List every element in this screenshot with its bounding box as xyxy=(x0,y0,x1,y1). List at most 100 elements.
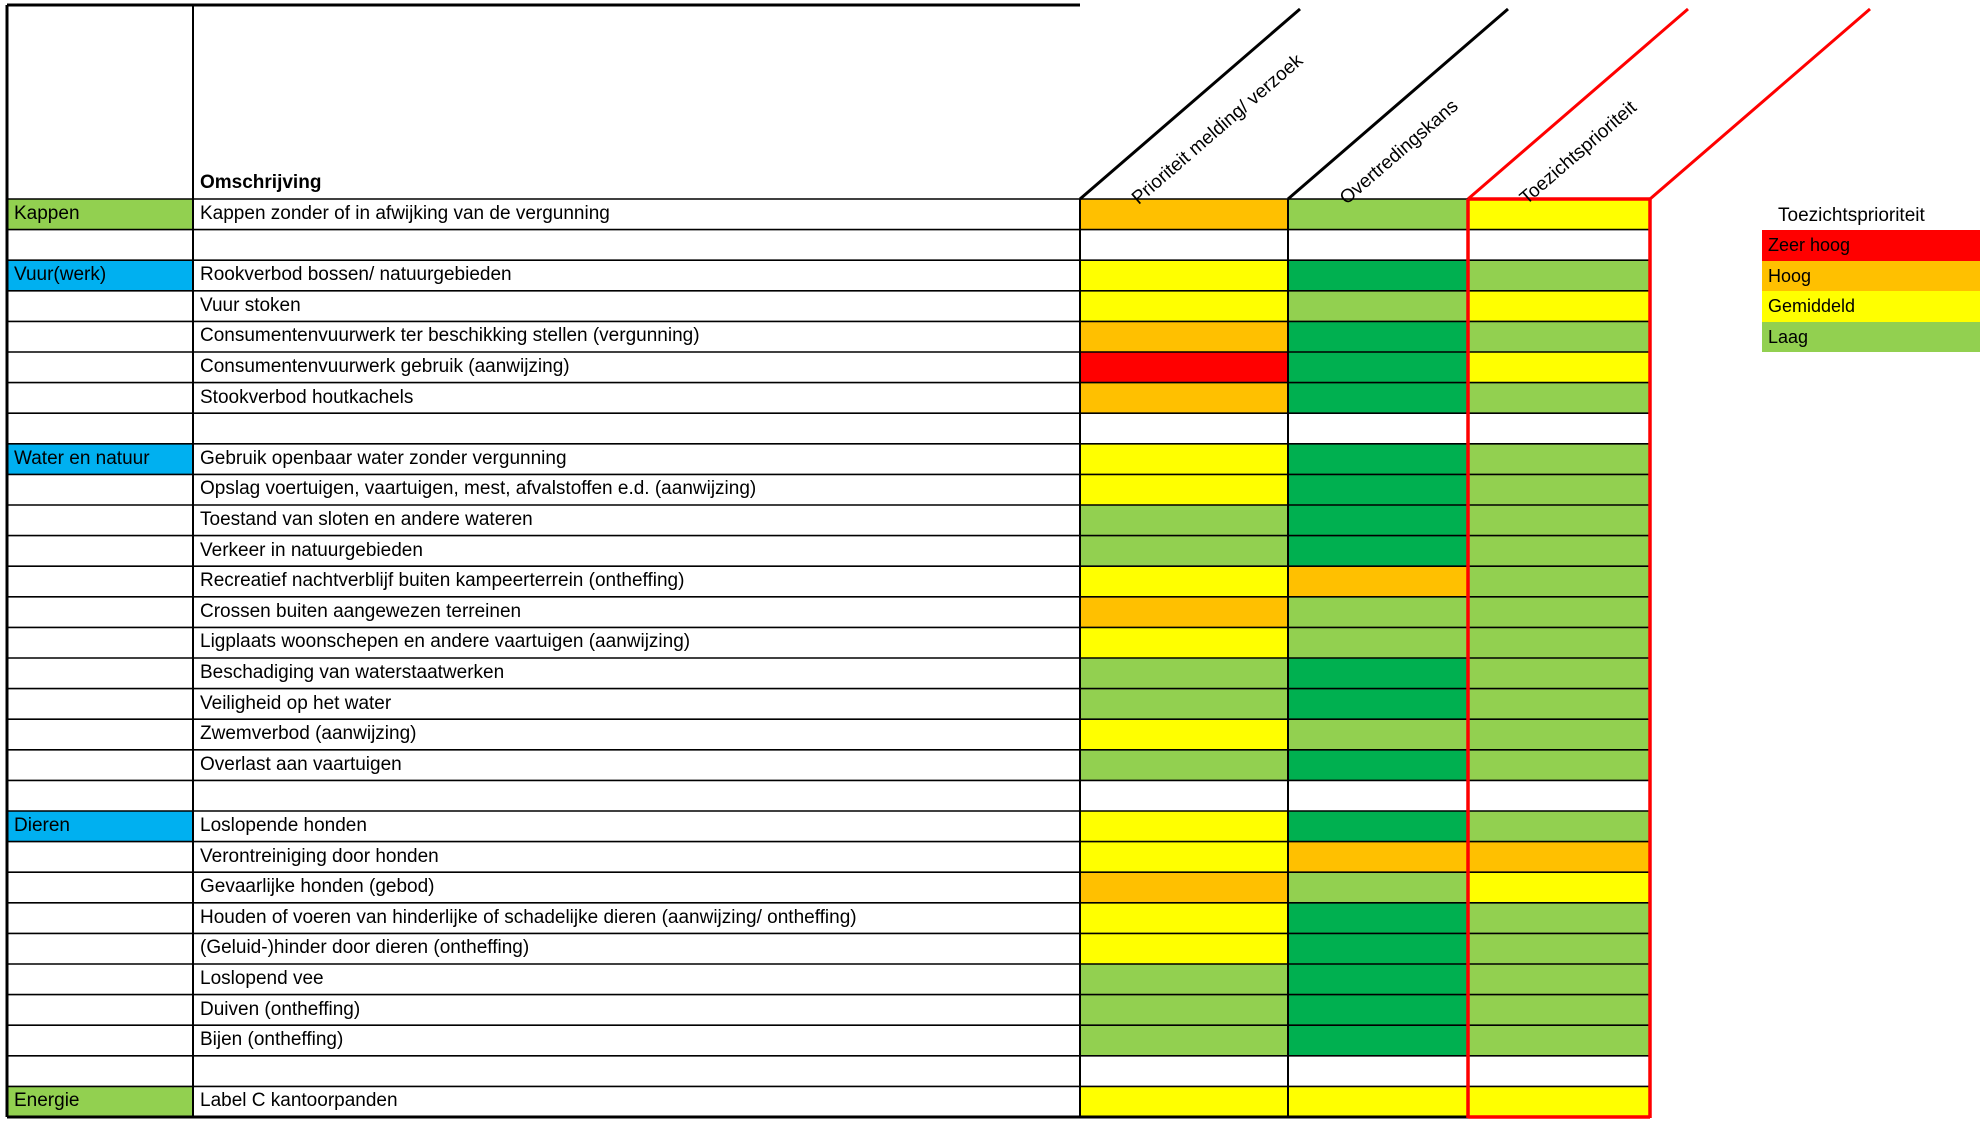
description-cell: Zwemverbod (aanwijzing) xyxy=(200,723,417,745)
priority-cell-1 xyxy=(1080,566,1288,597)
category-cell xyxy=(7,933,193,964)
header-diagonal xyxy=(1467,7,1689,201)
description-cell: Consumentenvuurwerk gebruik (aanwijzing) xyxy=(200,356,570,377)
priority-cell-1 xyxy=(1080,260,1288,291)
category-cell xyxy=(7,688,193,720)
legend-title: Toezichtsprioriteit xyxy=(1778,205,1925,226)
priority-cell-3 xyxy=(1468,841,1650,873)
priority-cell-3 xyxy=(1468,1086,1650,1117)
description-cell: Veiligheid op het water xyxy=(200,692,392,714)
priority-cell-1 xyxy=(1080,658,1288,689)
priority-cell-1 xyxy=(1080,321,1288,352)
description-cell: Stookverbod houtkachels xyxy=(200,386,414,408)
description-cell: Ligplaats woonschepen en andere vaartuig… xyxy=(200,631,691,653)
priority-cell-1 xyxy=(1080,749,1288,781)
priority-cell-3 xyxy=(1468,872,1650,903)
description-column-header: Omschrijving xyxy=(200,172,322,193)
header-diagonal xyxy=(1079,7,1301,201)
description-cell: (Geluid-)hinder door dieren (ontheffing) xyxy=(200,937,530,959)
priority-cell-2 xyxy=(1288,199,1468,230)
category-cell xyxy=(7,811,193,842)
priority-cell-3 xyxy=(1468,627,1650,658)
category-cell xyxy=(7,413,193,444)
priority-cell-3 xyxy=(1468,1025,1650,1056)
priority-cell-2 xyxy=(1288,321,1468,352)
priority-cell-3 xyxy=(1468,382,1650,414)
category-cell xyxy=(7,352,193,383)
category-cell xyxy=(7,964,193,995)
priority-cell-1 xyxy=(1080,382,1288,414)
category-cell xyxy=(7,566,193,597)
description-cell: Houden of voeren van hinderlijke of scha… xyxy=(200,906,857,928)
category-label: Dieren xyxy=(14,815,70,836)
priority-cell-3 xyxy=(1468,933,1650,964)
priority-cell-2 xyxy=(1288,260,1468,291)
priority-cell-3 xyxy=(1468,290,1650,322)
priority-cell-2 xyxy=(1288,627,1468,658)
category-cell xyxy=(7,290,193,322)
category-cell xyxy=(7,1055,193,1087)
description-cell: Label C kantoorpanden xyxy=(200,1090,398,1112)
description-cell: Beschadiging van waterstaatwerken xyxy=(200,662,505,683)
priority-cell-2 xyxy=(1288,749,1468,781)
description-cell: Opslag voertuigen, vaartuigen, mest, afv… xyxy=(200,478,757,500)
priority-cell-3 xyxy=(1468,749,1650,781)
description-cell: Consumentenvuurwerk ter beschikking stel… xyxy=(200,325,700,347)
priority-cell-1 xyxy=(1080,596,1288,628)
category-cell xyxy=(7,1025,193,1056)
category-cell xyxy=(7,902,193,934)
category-cell xyxy=(7,1086,193,1117)
priority-cell-2 xyxy=(1288,841,1468,873)
priority-cell-3 xyxy=(1468,964,1650,995)
priority-cell-1 xyxy=(1080,1086,1288,1117)
description-cell: Loslopende honden xyxy=(200,815,367,836)
priority-cell-1 xyxy=(1080,443,1288,475)
description-cell: Bijen (ontheffing) xyxy=(200,1029,344,1051)
description-cell: Verontreiniging door honden xyxy=(200,845,439,867)
description-cell: Kappen zonder of in afwijking van de ver… xyxy=(200,203,610,224)
description-cell: Toestand van sloten en andere wateren xyxy=(200,509,533,530)
category-label: Kappen xyxy=(14,203,80,224)
priority-cell-1 xyxy=(1080,535,1288,567)
priority-cell-2 xyxy=(1288,658,1468,689)
priority-cell-3 xyxy=(1468,352,1650,383)
legend-item: Hoog xyxy=(1762,260,1980,291)
priority-cell-3 xyxy=(1468,719,1650,750)
priority-cell-3 xyxy=(1468,1055,1650,1087)
priority-cell-2 xyxy=(1288,474,1468,505)
priority-cell-2 xyxy=(1288,1055,1468,1087)
priority-cell-3 xyxy=(1468,199,1650,230)
priority-cell-2 xyxy=(1288,933,1468,964)
priority-cell-2 xyxy=(1288,994,1468,1026)
priority-cell-2 xyxy=(1288,535,1468,567)
priority-cell-3 xyxy=(1468,260,1650,291)
category-cell xyxy=(7,780,193,811)
priority-cell-3 xyxy=(1468,566,1650,597)
category-cell xyxy=(7,229,193,261)
category-cell xyxy=(7,443,193,475)
category-cell xyxy=(7,719,193,750)
priority-cell-2 xyxy=(1288,229,1468,261)
priority-cell-2 xyxy=(1288,688,1468,720)
priority-cell-2 xyxy=(1288,811,1468,842)
description-cell: Vuur stoken xyxy=(200,294,301,316)
category-label: Vuur(werk) xyxy=(14,264,107,286)
priority-cell-2 xyxy=(1288,596,1468,628)
priority-cell-2 xyxy=(1288,382,1468,414)
priority-cell-1 xyxy=(1080,199,1288,230)
priority-cell-2 xyxy=(1288,780,1468,811)
category-cell xyxy=(7,749,193,781)
legend-item: Laag xyxy=(1762,321,1980,352)
priority-cell-1 xyxy=(1080,688,1288,720)
description-cell: Loslopend vee xyxy=(200,968,324,989)
priority-cell-2 xyxy=(1288,352,1468,383)
priority-cell-2 xyxy=(1288,1025,1468,1056)
priority-cell-2 xyxy=(1288,505,1468,536)
priority-cell-3 xyxy=(1468,596,1650,628)
description-cell: Rookverbod bossen/ natuurgebieden xyxy=(200,264,512,286)
category-cell xyxy=(7,260,193,291)
priority-cell-3 xyxy=(1468,688,1650,720)
priority-cell-3 xyxy=(1468,658,1650,689)
description-cell: Gebruik openbaar water zonder vergunning xyxy=(200,447,567,469)
priority-cell-3 xyxy=(1468,443,1650,475)
